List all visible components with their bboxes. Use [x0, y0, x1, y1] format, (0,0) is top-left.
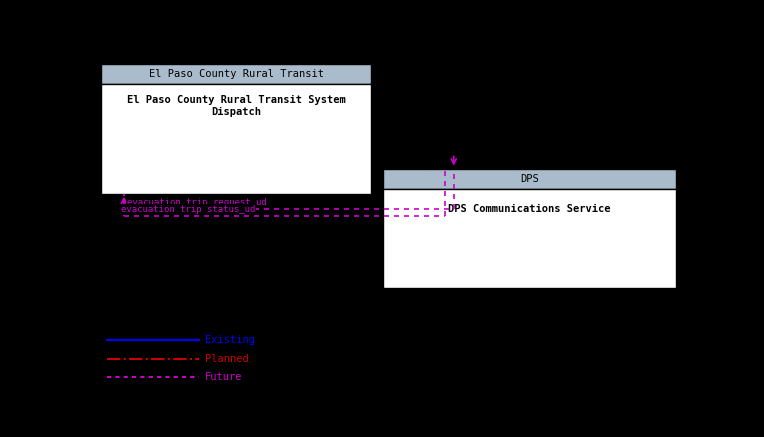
Bar: [102, 84, 371, 194]
Text: Planned: Planned: [205, 354, 249, 364]
Bar: [383, 189, 676, 288]
Bar: [102, 64, 371, 84]
Text: DPS: DPS: [520, 173, 539, 184]
Text: El Paso County Rural Transit System
Dispatch: El Paso County Rural Transit System Disp…: [127, 95, 345, 117]
Text: Future: Future: [205, 372, 242, 382]
Text: El Paso County Rural Transit: El Paso County Rural Transit: [149, 69, 324, 79]
Text: Existing: Existing: [205, 335, 255, 345]
Text: evacuation trip request_ud: evacuation trip request_ud: [127, 198, 267, 207]
Bar: [383, 169, 676, 189]
Text: DPS Communications Service: DPS Communications Service: [448, 204, 610, 214]
Text: evacuation trip status_ud: evacuation trip status_ud: [121, 205, 255, 214]
